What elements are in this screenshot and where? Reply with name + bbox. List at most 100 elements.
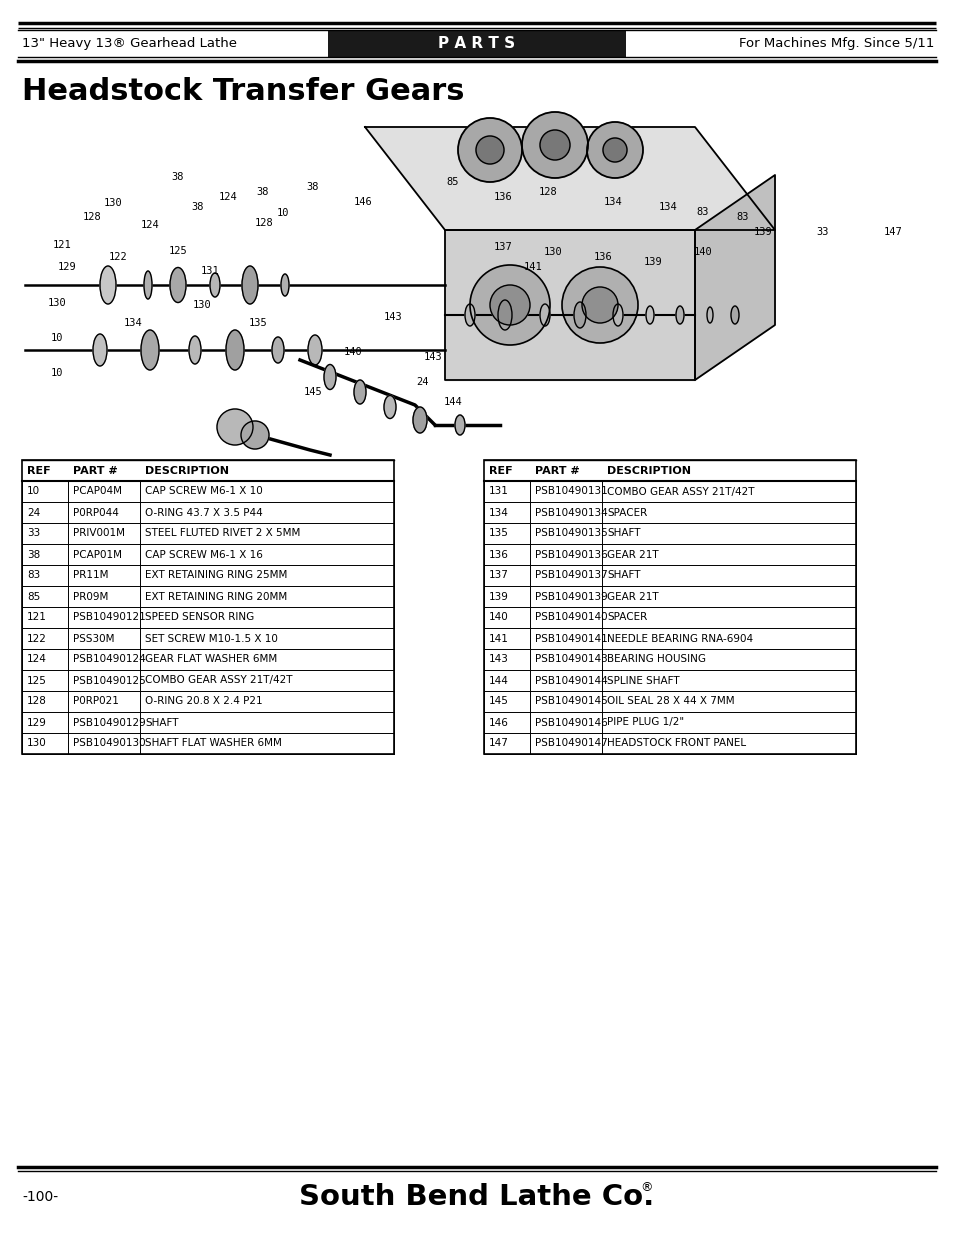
Text: PSB10490135: PSB10490135 — [535, 529, 607, 538]
Text: GEAR 21T: GEAR 21T — [606, 550, 658, 559]
Text: REF: REF — [489, 466, 512, 475]
Text: 121: 121 — [52, 240, 71, 249]
Text: PSB10490144: PSB10490144 — [535, 676, 607, 685]
Circle shape — [476, 136, 503, 164]
Text: P A R T S: P A R T S — [438, 36, 515, 51]
Text: PSB10490131: PSB10490131 — [535, 487, 607, 496]
Text: 128: 128 — [27, 697, 47, 706]
Text: ®: ® — [639, 1182, 652, 1194]
Text: 140: 140 — [489, 613, 508, 622]
Ellipse shape — [100, 266, 116, 304]
Text: PSB10490125: PSB10490125 — [73, 676, 146, 685]
Text: CAP SCREW M6-1 X 10: CAP SCREW M6-1 X 10 — [145, 487, 262, 496]
Ellipse shape — [189, 336, 201, 364]
Text: COMBO GEAR ASSY 21T/42T: COMBO GEAR ASSY 21T/42T — [606, 487, 754, 496]
Ellipse shape — [706, 308, 712, 324]
Text: 134: 134 — [489, 508, 508, 517]
Ellipse shape — [272, 337, 284, 363]
Bar — [328, 30, 625, 57]
Text: PSB10490129: PSB10490129 — [73, 718, 146, 727]
Text: 130: 130 — [543, 247, 561, 257]
Text: PCAP01M: PCAP01M — [73, 550, 122, 559]
Circle shape — [457, 119, 521, 182]
Text: 130: 130 — [48, 298, 67, 308]
Text: 139: 139 — [753, 227, 772, 237]
Text: PIPE PLUG 1/2": PIPE PLUG 1/2" — [606, 718, 683, 727]
Circle shape — [470, 266, 550, 345]
Text: 83: 83 — [27, 571, 40, 580]
Text: For Machines Mfg. Since 5/11: For Machines Mfg. Since 5/11 — [738, 37, 933, 49]
Text: PART #: PART # — [535, 466, 579, 475]
Text: O-RING 43.7 X 3.5 P44: O-RING 43.7 X 3.5 P44 — [145, 508, 262, 517]
Text: 24: 24 — [27, 508, 40, 517]
Text: 129: 129 — [27, 718, 47, 727]
Ellipse shape — [455, 415, 464, 435]
Ellipse shape — [539, 304, 550, 326]
Ellipse shape — [354, 380, 366, 404]
Text: 124: 124 — [218, 191, 237, 203]
Text: PSB10490121: PSB10490121 — [73, 613, 146, 622]
Ellipse shape — [210, 273, 220, 296]
Text: 140: 140 — [343, 347, 362, 357]
Text: 141: 141 — [489, 634, 508, 643]
Text: 136: 136 — [593, 252, 612, 262]
Text: PRIV001M: PRIV001M — [73, 529, 125, 538]
Text: 122: 122 — [109, 252, 128, 262]
Text: 146: 146 — [354, 198, 372, 207]
Text: PSS30M: PSS30M — [73, 634, 114, 643]
Text: COMBO GEAR ASSY 21T/42T: COMBO GEAR ASSY 21T/42T — [145, 676, 293, 685]
Text: 33: 33 — [27, 529, 40, 538]
Text: 139: 139 — [489, 592, 508, 601]
Ellipse shape — [170, 268, 186, 303]
Text: 124: 124 — [140, 220, 159, 230]
Ellipse shape — [141, 330, 159, 370]
Text: 147: 147 — [489, 739, 508, 748]
Text: OIL SEAL 28 X 44 X 7MM: OIL SEAL 28 X 44 X 7MM — [606, 697, 734, 706]
Text: NEEDLE BEARING RNA-6904: NEEDLE BEARING RNA-6904 — [606, 634, 752, 643]
Circle shape — [586, 122, 642, 178]
Circle shape — [216, 409, 253, 445]
Text: SHAFT: SHAFT — [145, 718, 178, 727]
Ellipse shape — [242, 266, 257, 304]
Text: Headstock Transfer Gears: Headstock Transfer Gears — [22, 78, 464, 106]
Text: 13" Heavy 13® Gearhead Lathe: 13" Heavy 13® Gearhead Lathe — [22, 37, 236, 49]
Text: PSB10490134: PSB10490134 — [535, 508, 607, 517]
Text: 145: 145 — [489, 697, 508, 706]
Text: SPACER: SPACER — [606, 613, 646, 622]
Text: PSB10490147: PSB10490147 — [535, 739, 607, 748]
Text: PSB10490146: PSB10490146 — [535, 718, 607, 727]
Ellipse shape — [574, 303, 585, 329]
Text: PSB10490141: PSB10490141 — [535, 634, 607, 643]
Text: PR09M: PR09M — [73, 592, 109, 601]
Text: PSB10490124: PSB10490124 — [73, 655, 146, 664]
Text: 131: 131 — [200, 266, 219, 275]
Text: South Bend Lathe Co.: South Bend Lathe Co. — [299, 1183, 654, 1212]
Text: 125: 125 — [27, 676, 47, 685]
Text: 38: 38 — [192, 203, 204, 212]
Text: GEAR 21T: GEAR 21T — [606, 592, 658, 601]
Ellipse shape — [464, 304, 475, 326]
Text: 134: 134 — [658, 203, 677, 212]
Text: PCAP04M: PCAP04M — [73, 487, 122, 496]
Text: 10: 10 — [276, 207, 289, 219]
Text: 10: 10 — [51, 368, 63, 378]
Text: 147: 147 — [882, 227, 902, 237]
Text: PSB10490136: PSB10490136 — [535, 550, 607, 559]
Ellipse shape — [645, 306, 654, 324]
Circle shape — [539, 130, 569, 161]
Circle shape — [241, 421, 269, 450]
Text: HEADSTOCK FRONT PANEL: HEADSTOCK FRONT PANEL — [606, 739, 745, 748]
Text: 136: 136 — [489, 550, 508, 559]
Text: DESCRIPTION: DESCRIPTION — [145, 466, 229, 475]
Text: PART #: PART # — [73, 466, 117, 475]
Text: 130: 130 — [104, 198, 122, 207]
Text: 135: 135 — [249, 317, 267, 329]
Text: REF: REF — [27, 466, 51, 475]
Text: 139: 139 — [643, 257, 661, 267]
Text: PR11M: PR11M — [73, 571, 109, 580]
Ellipse shape — [497, 300, 512, 330]
Ellipse shape — [324, 364, 335, 389]
Text: 143: 143 — [383, 312, 402, 322]
Ellipse shape — [676, 306, 683, 324]
Text: 144: 144 — [489, 676, 508, 685]
